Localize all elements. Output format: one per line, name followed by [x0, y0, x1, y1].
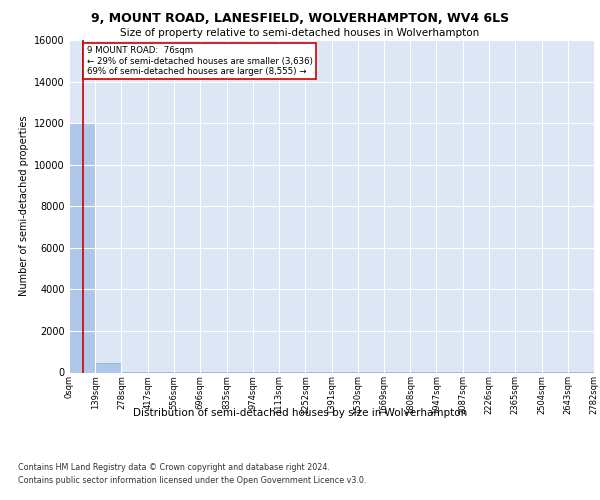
Text: 9, MOUNT ROAD, LANESFIELD, WOLVERHAMPTON, WV4 6LS: 9, MOUNT ROAD, LANESFIELD, WOLVERHAMPTON…	[91, 12, 509, 26]
Text: 9 MOUNT ROAD:  76sqm
← 29% of semi-detached houses are smaller (3,636)
69% of se: 9 MOUNT ROAD: 76sqm ← 29% of semi-detach…	[87, 46, 313, 76]
Bar	[69, 123, 95, 372]
Bar	[95, 363, 121, 372]
Text: Size of property relative to semi-detached houses in Wolverhampton: Size of property relative to semi-detach…	[121, 28, 479, 38]
Text: Contains HM Land Registry data © Crown copyright and database right 2024.: Contains HM Land Registry data © Crown c…	[18, 462, 330, 471]
Y-axis label: Number of semi-detached properties: Number of semi-detached properties	[19, 116, 29, 296]
Text: Distribution of semi-detached houses by size in Wolverhampton: Distribution of semi-detached houses by …	[133, 408, 467, 418]
Text: Contains public sector information licensed under the Open Government Licence v3: Contains public sector information licen…	[18, 476, 367, 485]
